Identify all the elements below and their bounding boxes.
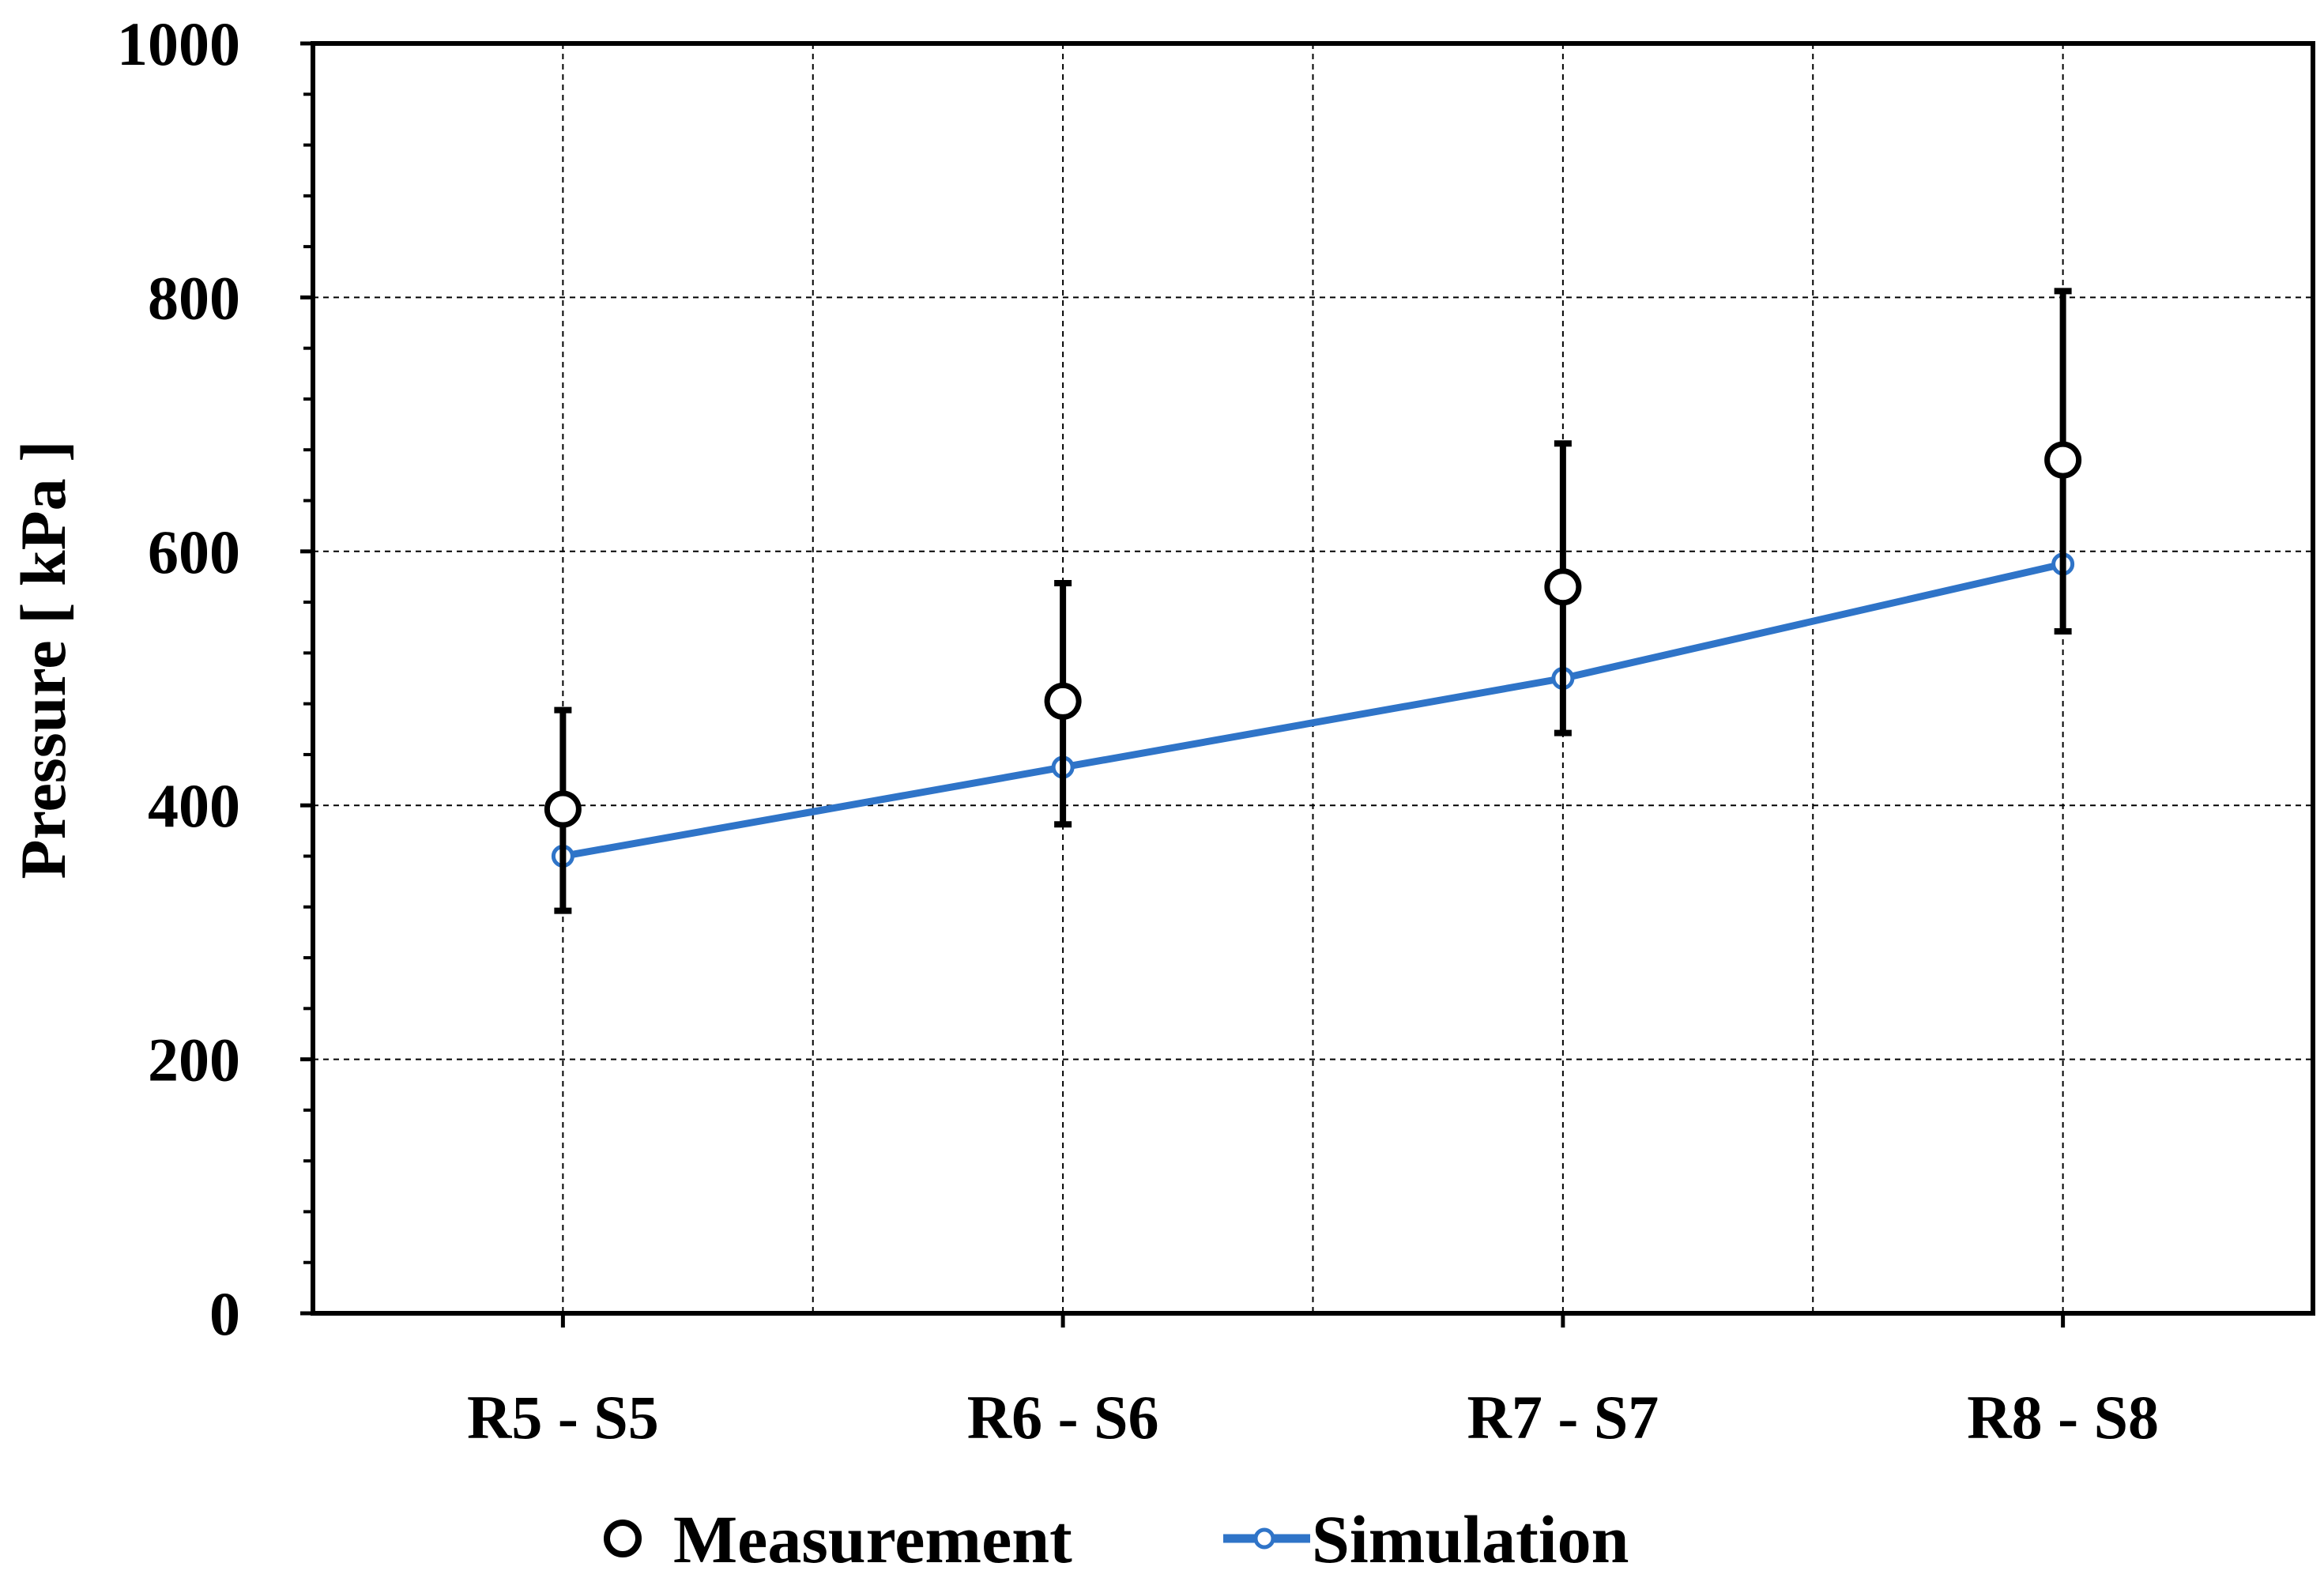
y-axis-ticks: 0 200 400 600 800 1000	[117, 9, 313, 1348]
simulation-line	[562, 560, 2064, 860]
legend-item-simulation: Simulation	[1223, 1501, 1629, 1577]
x-category-label: R8 - S8	[1967, 1383, 2159, 1452]
y-tick-label: 1000	[117, 9, 240, 78]
legend-simulation-marker	[1253, 1527, 1275, 1550]
y-axis-title: Pressure [ kPa ]	[7, 441, 79, 879]
legend-simulation-label: Simulation	[1312, 1501, 1629, 1577]
x-category-label: R5 - S5	[467, 1383, 659, 1452]
y-tick-label: 0	[209, 1279, 240, 1348]
y-tick-label: 800	[148, 263, 240, 332]
measurement-series	[544, 288, 2082, 914]
measurement-point	[1044, 682, 1082, 720]
y-tick-label: 200	[148, 1026, 240, 1094]
plot-area-frame	[311, 41, 2315, 1316]
grid-lines	[313, 43, 2313, 1313]
x-axis-categories: R5 - S5 R6 - S6 R7 - S7 R8 - S8	[467, 1313, 2159, 1452]
legend-measurement-marker	[604, 1520, 642, 1557]
measurement-point	[2044, 441, 2082, 479]
measurement-point	[544, 790, 582, 828]
legend-measurement-label: Measurement	[673, 1501, 1072, 1577]
y-tick-label: 600	[148, 518, 240, 586]
y-tick-label: 400	[148, 771, 240, 840]
legend: Measurement Simulation	[604, 1501, 1629, 1577]
measurement-point	[1544, 568, 1582, 606]
x-category-label: R7 - S7	[1467, 1383, 1659, 1452]
x-category-label: R6 - S6	[967, 1383, 1159, 1452]
legend-item-measurement: Measurement	[604, 1501, 1072, 1577]
